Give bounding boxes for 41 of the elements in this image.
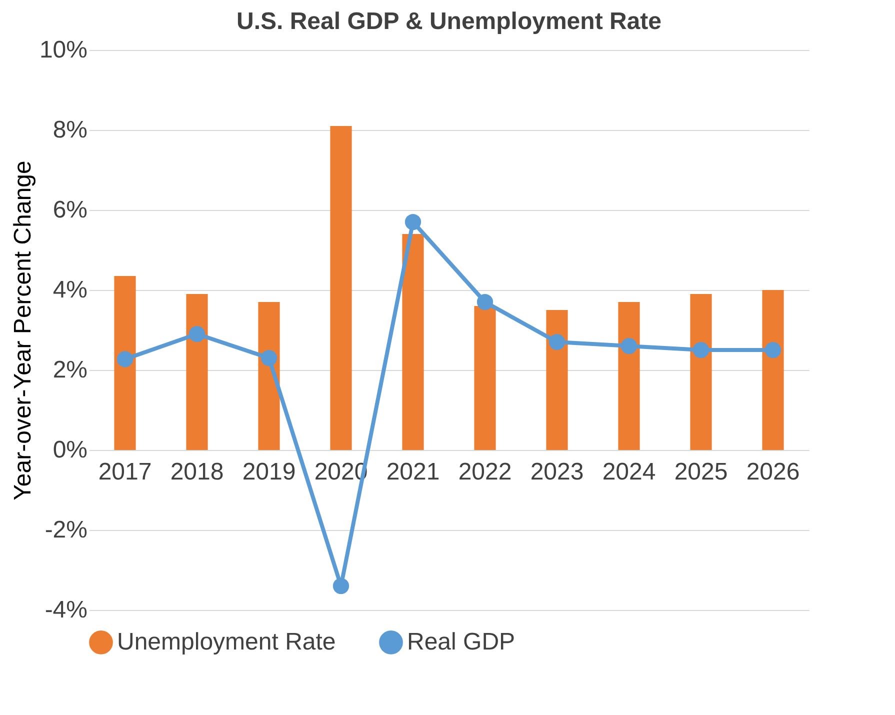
- bar: [402, 234, 424, 450]
- x-tick-label: 2018: [170, 458, 224, 486]
- bar: [330, 126, 352, 450]
- legend-label: Unemployment Rate: [117, 628, 336, 656]
- bar: [618, 302, 640, 450]
- point: [332, 578, 350, 594]
- point: [260, 350, 278, 366]
- y-tick-label: 6%: [52, 196, 88, 224]
- point: [764, 342, 782, 358]
- point: [692, 342, 710, 358]
- point: [188, 326, 206, 342]
- y-tick-label: 0%: [52, 436, 88, 464]
- y-tick-label: 8%: [52, 116, 88, 144]
- bar: [762, 290, 784, 450]
- legend-label: Real GDP: [407, 628, 516, 656]
- bar: [546, 310, 568, 450]
- bar: [258, 302, 280, 450]
- x-tick-label: 2025: [674, 458, 728, 486]
- x-tick-label: 2019: [242, 458, 296, 486]
- y-axis-title: Year-over-Year Percent Change: [9, 160, 36, 500]
- point: [548, 334, 566, 350]
- y-tick-label: 2%: [52, 356, 88, 384]
- bar: [474, 306, 496, 450]
- x-tick-label: 2023: [530, 458, 584, 486]
- y-tick-label: -2%: [44, 516, 88, 544]
- x-tick-label: 2026: [746, 458, 800, 486]
- y-tick-label: 4%: [52, 276, 88, 304]
- x-tick-label: 2022: [458, 458, 512, 486]
- point: [116, 351, 134, 368]
- y-tick-label: -4%: [44, 596, 88, 624]
- bar: [186, 294, 208, 450]
- y-tick-label: 10%: [39, 36, 88, 64]
- bar: [114, 276, 136, 450]
- x-tick-label: 2024: [602, 458, 656, 486]
- x-tick-label: 2017: [98, 458, 152, 486]
- chart-title: U.S. Real GDP & Unemployment Rate: [236, 8, 662, 35]
- point: [404, 214, 422, 230]
- x-tick-label: 2021: [386, 458, 440, 486]
- bar: [690, 294, 712, 450]
- point: [620, 338, 638, 354]
- point: [476, 294, 494, 310]
